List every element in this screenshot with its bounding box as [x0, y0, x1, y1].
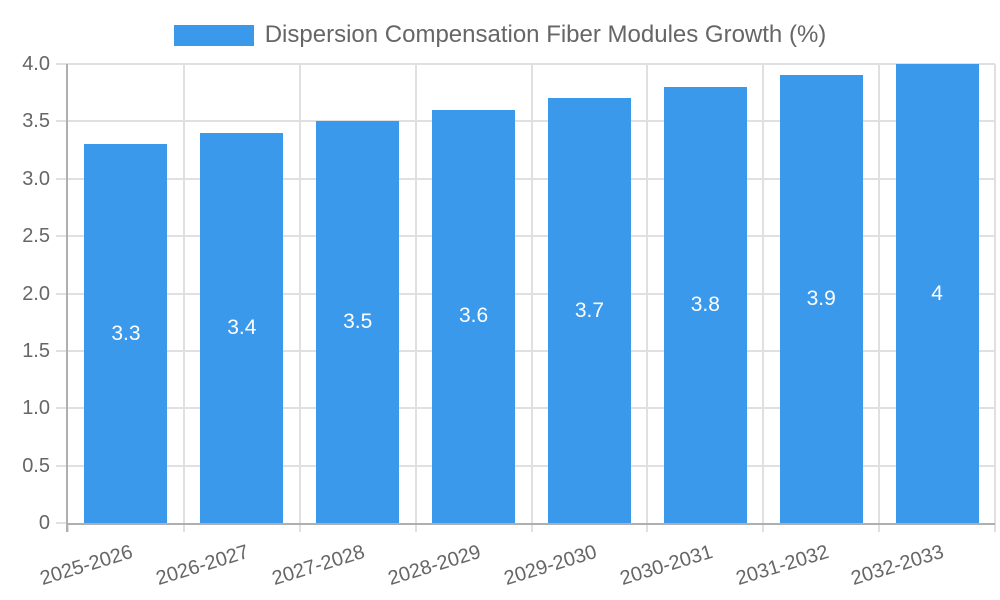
y-tick-label: 4.0	[0, 52, 50, 76]
y-tick-label: 2.5	[0, 224, 50, 248]
y-tick-label: 1.0	[0, 396, 50, 420]
bar-value-label: 3.5	[318, 310, 398, 334]
bar-value-label: 3.6	[434, 304, 514, 328]
bar-chart: Dispersion Compensation Fiber Modules Gr…	[0, 0, 1000, 600]
x-tick-label: 2031-2032	[733, 540, 831, 591]
x-tick-label: 2032-2033	[849, 540, 947, 591]
y-tick-label: 1.5	[0, 339, 50, 363]
x-tick-label: 2028-2029	[385, 540, 483, 591]
x-gridline	[299, 64, 301, 523]
x-axis-line	[66, 523, 995, 525]
bar-value-label: 4	[897, 282, 977, 306]
bar-value-label: 3.4	[202, 316, 282, 340]
x-tick-label: 2025-2026	[37, 540, 135, 591]
x-gridline	[878, 64, 880, 523]
x-gridline	[646, 64, 648, 523]
legend-swatch	[174, 25, 254, 46]
x-gridline	[531, 64, 533, 523]
bar-value-label: 3.8	[665, 293, 745, 317]
legend[interactable]: Dispersion Compensation Fiber Modules Gr…	[0, 21, 1000, 49]
y-tick-label: 2.0	[0, 282, 50, 306]
legend-label: Dispersion Compensation Fiber Modules Gr…	[265, 21, 827, 49]
x-gridline	[415, 64, 417, 523]
x-tick-label: 2029-2030	[501, 540, 599, 591]
x-tick-label: 2030-2031	[617, 540, 715, 591]
bar-value-label: 3.7	[549, 299, 629, 323]
y-tick-label: 0	[0, 511, 50, 535]
y-tick-label: 3.5	[0, 109, 50, 133]
x-tick-label: 2027-2028	[269, 540, 367, 591]
bar-value-label: 3.9	[781, 287, 861, 311]
y-tick-label: 0.5	[0, 454, 50, 478]
x-gridline	[183, 64, 185, 523]
y-axis-line	[66, 64, 68, 532]
y-tick-label: 3.0	[0, 167, 50, 191]
x-gridline	[994, 64, 996, 523]
x-gridline	[762, 64, 764, 523]
x-tick-label: 2026-2027	[153, 540, 251, 591]
bar-value-label: 3.3	[86, 322, 166, 346]
